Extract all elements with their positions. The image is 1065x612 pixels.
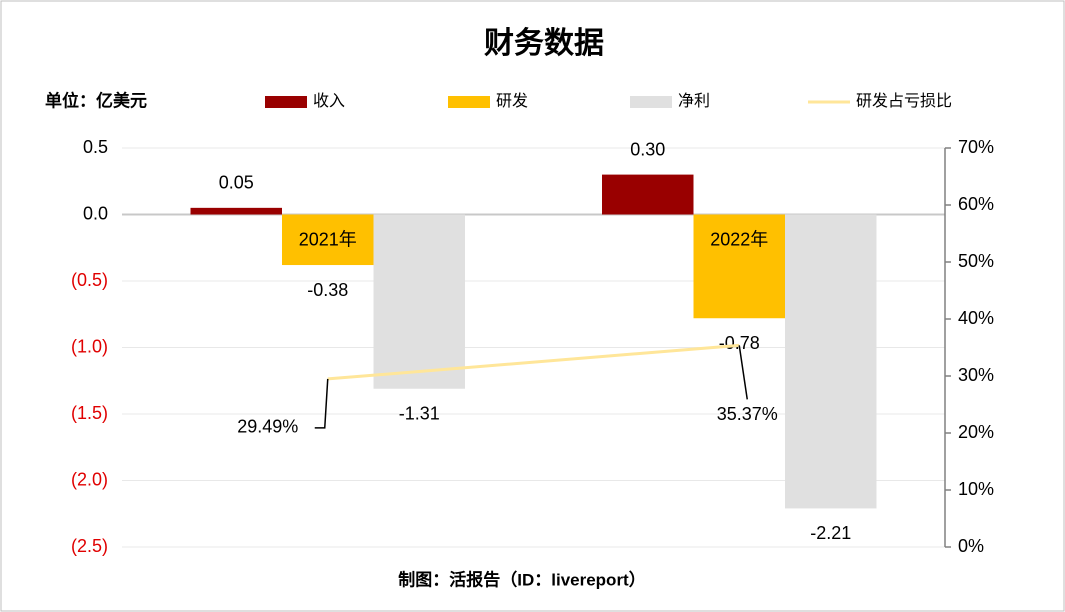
unit-label: 单位：亿美元 bbox=[45, 90, 147, 110]
data-label: -0.78 bbox=[719, 333, 760, 353]
y2-tick-label: 40% bbox=[958, 308, 994, 328]
legend-swatch bbox=[630, 96, 672, 108]
y2-tick-label: 20% bbox=[958, 422, 994, 442]
leader-line bbox=[314, 378, 329, 429]
legend-label: 研发占亏损比 bbox=[856, 92, 952, 110]
legend-label: 净利 bbox=[678, 92, 710, 110]
y-tick-label: (1.5) bbox=[71, 403, 108, 423]
legend-swatch bbox=[448, 96, 490, 108]
legend-label: 研发 bbox=[496, 92, 528, 110]
leader-line bbox=[738, 345, 748, 400]
data-label: -0.38 bbox=[307, 280, 348, 300]
data-label: -1.31 bbox=[399, 403, 440, 423]
footer: 制图：活报告（ID：livereport） bbox=[398, 569, 645, 589]
data-label: 35.37% bbox=[717, 404, 778, 424]
bar bbox=[282, 214, 374, 266]
data-label: 0.05 bbox=[219, 173, 254, 193]
y-tick-label: (2.5) bbox=[71, 536, 108, 556]
bar bbox=[602, 174, 694, 215]
y2-tick-label: 30% bbox=[958, 365, 994, 385]
bar bbox=[785, 214, 877, 509]
data-label: 0.30 bbox=[630, 139, 665, 159]
data-label: 29.49% bbox=[237, 417, 298, 437]
y-tick-label: (2.0) bbox=[71, 469, 108, 489]
y-tick-label: (0.5) bbox=[71, 270, 108, 290]
chart-title: 财务数据 bbox=[484, 27, 604, 60]
x-tick-label: 2022年 bbox=[710, 229, 768, 249]
legend-swatch bbox=[265, 96, 307, 108]
y2-tick-label: 0% bbox=[958, 536, 984, 556]
y2-tick-label: 10% bbox=[958, 479, 994, 499]
y2-tick-label: 60% bbox=[958, 194, 994, 214]
bar bbox=[693, 214, 785, 319]
data-label: -2.21 bbox=[810, 523, 851, 543]
x-tick-label: 2021年 bbox=[299, 229, 357, 249]
bar bbox=[190, 207, 282, 215]
y-tick-label: (1.0) bbox=[71, 336, 108, 356]
legend-label: 收入 bbox=[313, 92, 345, 110]
y-tick-label: 0.0 bbox=[83, 203, 108, 223]
line bbox=[327, 343, 740, 381]
y2-tick-label: 70% bbox=[958, 137, 994, 157]
y-tick-label: 0.5 bbox=[83, 137, 108, 157]
y2-tick-label: 50% bbox=[958, 251, 994, 271]
bar bbox=[373, 214, 465, 389]
